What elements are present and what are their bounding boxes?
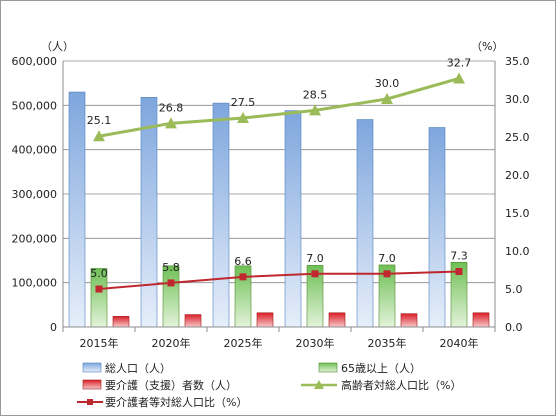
data-label-elderly-ratio: 25.1 [87, 114, 112, 127]
axes: 0 100,000 200,000 300,000 400,000 500,000 600,… [12, 55, 530, 350]
y-right-tick-label: 5.0 [505, 283, 523, 296]
legend-item-elder-ratio: 高齢者対総人口比（%） [301, 378, 461, 392]
bars [68, 91, 490, 328]
data-labels: 25.1 26.8 27.5 28.5 30.0 32.7 5.0 5.8 6.6 7.0 7.0 7… [87, 56, 472, 280]
x-tick-label: 2035年 [368, 336, 407, 350]
legend-swatch-total [82, 362, 102, 373]
bar-care-recipients [112, 316, 130, 328]
legend-item-care-ratio: 要介護者等対総人口比（%） [77, 395, 247, 409]
line-elderly-ratio [98, 77, 460, 138]
marker-elderly-ratio [165, 117, 177, 129]
legend-item-care: 要介護（支援）者数（人） [82, 378, 237, 392]
legend: 総人口（人） 65歳以上（人） 要介護（支援）者数（人） 高齢者対総人口比（%）… [77, 361, 461, 409]
bar-care-recipients [328, 312, 346, 328]
data-label-elderly-ratio: 28.5 [303, 88, 328, 101]
bar-total-population [212, 102, 230, 328]
data-label-care-ratio: 5.0 [90, 267, 108, 280]
bar-total-population [284, 110, 302, 328]
y-right-tick-label: 10.0 [505, 245, 530, 258]
y-right-tick-label: 35.0 [505, 55, 530, 68]
marker-care-ratio [239, 273, 247, 281]
legend-label-care-ratio: 要介護者等対総人口比（%） [105, 395, 247, 409]
marker-care-ratio [167, 279, 175, 287]
x-tick-label: 2015年 [80, 336, 119, 350]
y-left-tick-label: 0 [50, 321, 57, 334]
legend-label-elder: 65歳以上（人） [341, 362, 421, 375]
x-tick-label: 2030年 [296, 336, 335, 350]
legend-swatch-care [82, 379, 102, 390]
marker-elderly-ratio [93, 130, 105, 142]
data-label-elderly-ratio: 26.8 [159, 101, 184, 114]
y-right-tick-label: 30.0 [505, 93, 530, 106]
marker-elderly-ratio [309, 104, 321, 116]
bar-care-recipients [184, 314, 202, 328]
data-label-care-ratio: 6.6 [234, 255, 252, 268]
marker-care-ratio [455, 268, 463, 276]
data-label-care-ratio: 7.0 [378, 252, 396, 265]
data-label-elderly-ratio: 32.7 [447, 56, 472, 69]
y-right-tick-label: 25.0 [505, 131, 530, 144]
bar-total-population [428, 127, 446, 328]
legend-item-elder: 65歳以上（人） [318, 362, 421, 375]
data-label-elderly-ratio: 30.0 [375, 77, 400, 90]
legend-label-care: 要介護（支援）者数（人） [105, 378, 237, 392]
legend-marker-care-ratio [87, 399, 93, 405]
legend-swatch-elder [318, 362, 338, 373]
line-care-ratio [98, 270, 460, 290]
data-label-care-ratio: 5.8 [162, 261, 180, 274]
marker-elderly-ratio [237, 112, 249, 123]
y-left-tick-label: 100,000 [12, 277, 58, 290]
y-right-tick-label: 15.0 [505, 207, 530, 220]
y-left-tick-label: 500,000 [12, 99, 58, 112]
y-left-tick-label: 400,000 [12, 144, 58, 157]
x-tick-label: 2025年 [224, 336, 263, 350]
bar-care-recipients [256, 312, 274, 328]
bar-care-recipients [472, 312, 490, 328]
y-right-unit: （%） [471, 40, 503, 53]
bar-total-population [356, 119, 374, 328]
legend-label-elder-ratio: 高齢者対総人口比（%） [341, 378, 461, 392]
bar-elderly-65-plus [162, 265, 180, 328]
y-left-tick-label: 600,000 [12, 55, 58, 68]
marker-care-ratio [383, 270, 391, 278]
bar-total-population [140, 97, 158, 328]
data-label-care-ratio: 7.3 [450, 250, 468, 263]
marker-elderly-ratio [453, 72, 465, 84]
marker-care-ratio [311, 270, 319, 278]
legend-item-total: 総人口（人） [82, 361, 171, 375]
lines [93, 72, 465, 293]
y-right-tick-label: 0.0 [505, 321, 523, 334]
data-label-elderly-ratio: 27.5 [231, 96, 256, 109]
marker-elderly-ratio [381, 93, 393, 104]
y-left-tick-label: 300,000 [12, 188, 58, 201]
y-right-tick-label: 20.0 [505, 169, 530, 182]
bar-care-recipients [400, 313, 418, 328]
legend-label-total: 総人口（人） [105, 361, 171, 375]
x-tick-label: 2020年 [152, 336, 191, 350]
gridlines [63, 60, 495, 284]
marker-care-ratio [95, 285, 103, 293]
x-tick-label: 2040年 [440, 336, 479, 350]
data-label-care-ratio: 7.0 [306, 252, 324, 265]
y-left-unit: （人） [41, 40, 74, 53]
y-left-tick-label: 200,000 [12, 232, 58, 245]
bar-total-population [68, 91, 86, 328]
legend-marker-elder-ratio [314, 380, 324, 389]
